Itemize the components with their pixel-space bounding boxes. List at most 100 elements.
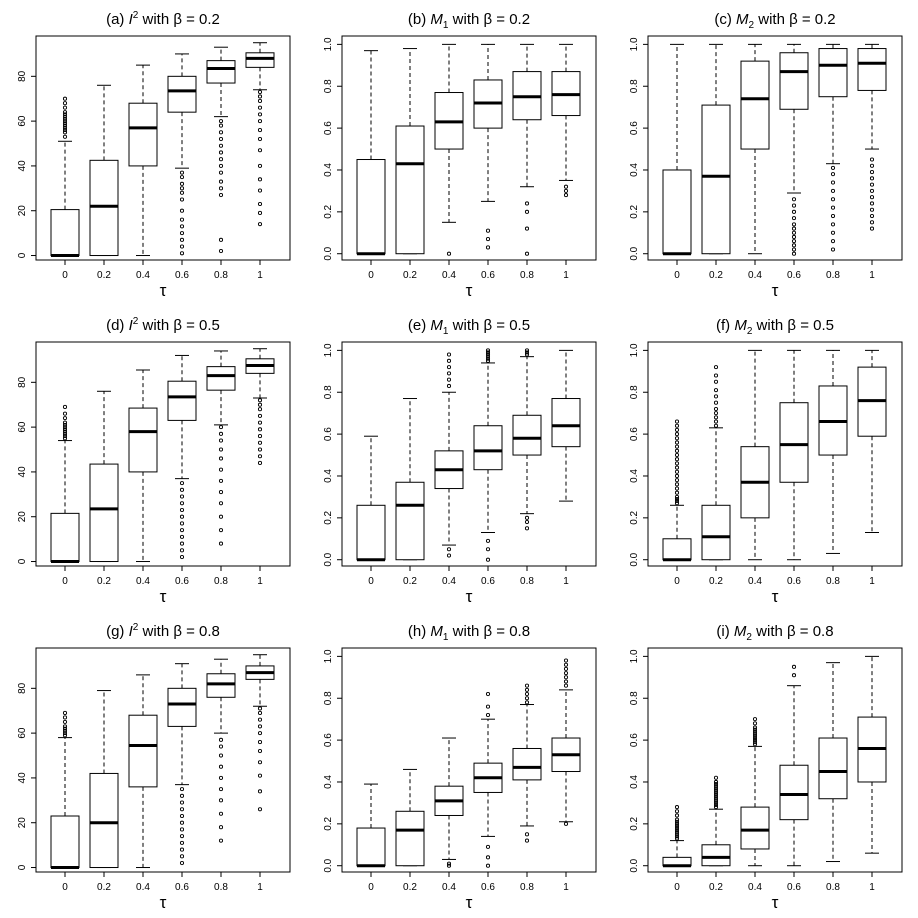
- outlier-point: [524, 519, 530, 525]
- outlier-point: [218, 787, 224, 792]
- outlier-point: [524, 838, 530, 843]
- x-tick-label: 0.4: [442, 270, 456, 281]
- outlier-point: [869, 207, 875, 212]
- x-tick-label: 0: [62, 882, 68, 893]
- panel-title: (b) M1 with β = 0.2: [408, 11, 530, 31]
- outlier-point: [179, 501, 185, 506]
- outlier-point: [257, 427, 263, 432]
- y-tick-label: 0.8: [629, 691, 640, 705]
- title-superscript: 2: [133, 316, 139, 327]
- x-tick-label: 0.8: [826, 576, 840, 587]
- y-tick-label: 1.0: [323, 649, 334, 663]
- x-axis-label: τ: [772, 587, 779, 606]
- title-superscript: 2: [133, 622, 139, 633]
- x-tick-label: 1: [257, 270, 263, 281]
- outlier-point: [62, 416, 68, 421]
- outlier-point: [674, 836, 680, 841]
- title-subscript: 1: [443, 326, 449, 337]
- outlier-point: [179, 244, 185, 249]
- y-tick-label: 0.0: [323, 858, 334, 872]
- panel-d: (d) I2 with β = 0.5 0 20 40 60 80 0 0.2 0.4 0.6 0.…: [17, 316, 291, 606]
- outlier-point: [257, 398, 263, 403]
- box-0: [50, 96, 80, 258]
- outlier-point: [62, 728, 68, 733]
- box-0.4: [128, 674, 158, 869]
- outlier-point: [674, 499, 680, 504]
- outlier-point: [218, 798, 224, 803]
- y-tick-label: 1.0: [629, 37, 640, 51]
- x-tick-label: 0.8: [214, 882, 228, 893]
- iqr-box: [395, 810, 425, 867]
- y-tick-label: 0.2: [323, 816, 334, 830]
- outlier-point: [563, 658, 569, 663]
- outlier-point: [257, 420, 263, 425]
- y-tick-label: 0.0: [629, 552, 640, 566]
- iqr-box: [779, 402, 809, 483]
- box-0.8: [206, 658, 236, 843]
- outlier-point: [674, 805, 680, 810]
- x-tick-label: 0.6: [175, 882, 189, 893]
- outlier-point: [179, 181, 185, 186]
- title-prefix: (i): [716, 623, 734, 640]
- iqr-box: [128, 102, 158, 167]
- plot-frame: [35, 35, 291, 261]
- outlier-point: [713, 379, 719, 384]
- outlier-point: [674, 832, 680, 837]
- outlier-point: [524, 683, 530, 688]
- title-suffix: with β = 0.8: [448, 623, 530, 640]
- box-0: [50, 404, 80, 564]
- outlier-point: [62, 434, 68, 439]
- title-prefix: (d): [106, 317, 129, 334]
- outlier-point: [563, 188, 569, 193]
- outlier-point: [257, 434, 263, 439]
- iqr-box: [779, 52, 809, 110]
- outlier-point: [218, 737, 224, 742]
- y-tick-label: 0.0: [629, 858, 640, 872]
- outlier-point: [62, 134, 68, 139]
- iqr-box: [662, 538, 692, 561]
- outlier-point: [791, 243, 797, 248]
- outlier-point: [674, 821, 680, 826]
- box-0: [356, 435, 386, 562]
- iqr-box: [395, 125, 425, 255]
- x-tick-label: 0.8: [520, 270, 534, 281]
- outlier-point: [563, 679, 569, 684]
- x-tick-label: 0.6: [175, 576, 189, 587]
- outlier-point: [257, 773, 263, 778]
- outlier-point: [674, 830, 680, 835]
- outlier-point: [674, 823, 680, 828]
- box-0.2: [89, 390, 119, 563]
- outlier-point: [257, 119, 263, 124]
- outlier-point: [218, 438, 224, 443]
- outlier-point: [179, 507, 185, 513]
- y-tick-label: 0.2: [629, 510, 640, 524]
- box-0.6: [779, 349, 809, 561]
- outlier-point: [674, 496, 680, 502]
- outlier-point: [179, 186, 185, 191]
- box-1: [857, 655, 887, 854]
- outlier-point: [713, 786, 719, 791]
- iqr-box: [167, 687, 197, 727]
- y-tick-label: 0.2: [629, 816, 640, 830]
- outlier-point: [485, 538, 491, 543]
- outlier-point: [674, 494, 680, 499]
- outlier-point: [218, 467, 224, 472]
- x-tick-label: 1: [563, 270, 569, 281]
- outlier-point: [257, 402, 263, 407]
- outlier-point: [218, 514, 224, 519]
- outlier-point: [830, 172, 836, 177]
- outlier-point: [869, 188, 875, 193]
- title-superscript: 2: [133, 10, 139, 21]
- box-1: [857, 349, 887, 534]
- box-0.8: [512, 43, 542, 256]
- outlier-point: [257, 177, 263, 182]
- iqr-box: [512, 414, 542, 456]
- title-suffix: with β = 0.5: [448, 317, 530, 334]
- title-symbol: M: [430, 11, 443, 28]
- outlier-point: [752, 725, 758, 730]
- iqr-box: [89, 159, 119, 257]
- outlier-point: [830, 239, 836, 244]
- outlier-point: [752, 738, 758, 743]
- outlier-point: [446, 365, 452, 370]
- outlier-point: [257, 148, 263, 153]
